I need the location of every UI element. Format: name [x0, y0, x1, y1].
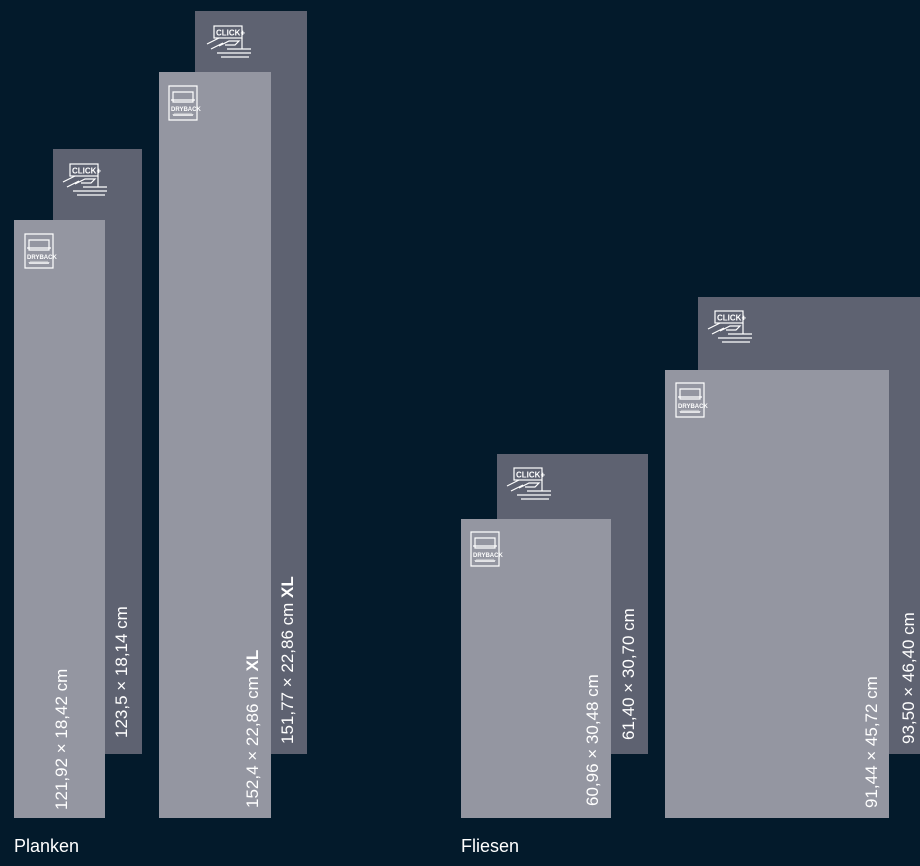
tile-size-label: 91,44 × 45,72 cm — [862, 676, 881, 808]
svg-text:CLICK+: CLICK+ — [216, 29, 245, 38]
svg-text:DRYBACK: DRYBACK — [678, 404, 708, 410]
click-plus-icon: CLICK+ — [205, 22, 259, 69]
dryback-icon: DRYBACK — [23, 232, 63, 283]
plank-size-label: 123,5 × 18,14 cm — [112, 606, 131, 738]
plank-size-label: 151,77 × 22,86 cm XL — [278, 576, 297, 744]
svg-text:CLICK+: CLICK+ — [72, 167, 101, 176]
planks-group-label: Planken — [14, 836, 80, 856]
click-plus-icon: CLICK+ — [706, 307, 760, 354]
plank-size-label: 121,92 × 18,42 cm — [52, 668, 71, 810]
svg-text:DRYBACK: DRYBACK — [473, 553, 503, 559]
svg-text:DRYBACK: DRYBACK — [171, 107, 201, 113]
svg-text:CLICK+: CLICK+ — [516, 471, 545, 480]
click-plus-icon: CLICK+ — [505, 464, 559, 511]
tiles-group-label: Fliesen — [461, 836, 520, 856]
plank-dryback-tile-xl — [159, 72, 271, 818]
plank-size-label: 152,4 × 22,86 cm XL — [243, 649, 262, 808]
dryback-icon: DRYBACK — [469, 530, 509, 581]
dryback-icon: DRYBACK — [167, 84, 207, 135]
plank-dryback-tile-small — [14, 220, 105, 818]
svg-text:DRYBACK: DRYBACK — [27, 255, 57, 261]
tile-dryback-large — [665, 370, 889, 818]
svg-text:CLICK+: CLICK+ — [717, 314, 746, 323]
click-plus-icon: CLICK+ — [61, 160, 115, 207]
tile-size-label: 93,50 × 46,40 cm — [899, 612, 918, 744]
tile-size-label: 60,96 × 30,48 cm — [583, 674, 602, 806]
tile-size-label: 61,40 × 30,70 cm — [619, 608, 638, 740]
dryback-icon: DRYBACK — [674, 381, 714, 432]
tile-dryback-small — [461, 519, 611, 818]
